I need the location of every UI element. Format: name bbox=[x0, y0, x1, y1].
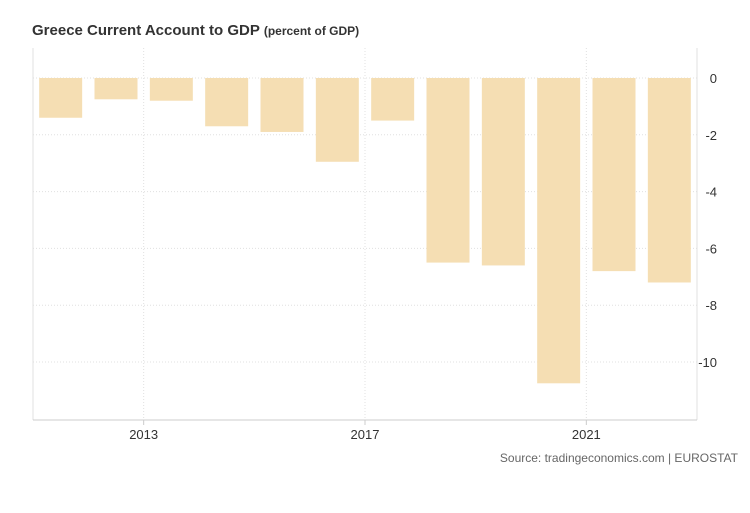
y-tick-label: 0 bbox=[710, 71, 717, 86]
y-tick-label: -2 bbox=[705, 128, 717, 143]
bar-2016 bbox=[260, 78, 304, 132]
y-axis: 0 -2 -4 -6 -8 -10 bbox=[698, 71, 717, 370]
x-tick-label: 2017 bbox=[351, 427, 380, 442]
bar-2020 bbox=[481, 78, 525, 266]
bar-2019 bbox=[426, 78, 470, 263]
y-tick-label: -6 bbox=[705, 241, 717, 256]
y-tick-label: -8 bbox=[705, 298, 717, 313]
bar-2014 bbox=[149, 78, 193, 101]
bar-2013 bbox=[94, 78, 138, 100]
x-tick-label: 2013 bbox=[129, 427, 158, 442]
chart-subtitle: (percent of GDP) bbox=[263, 24, 360, 38]
x-axis: 2013 2017 2021 bbox=[33, 419, 697, 442]
chart-title: Greece Current Account to GDP (percent of… bbox=[32, 22, 359, 39]
chart-title-text: Greece Current Account to GDP bbox=[32, 22, 260, 39]
bar-2022 bbox=[592, 78, 636, 272]
y-tick-label: -4 bbox=[705, 185, 717, 200]
bars bbox=[39, 78, 691, 384]
bar-2012 bbox=[39, 78, 83, 118]
bar-2018 bbox=[371, 78, 415, 121]
bar-2015 bbox=[205, 78, 249, 127]
y-tick-label: -10 bbox=[698, 355, 717, 370]
x-tick-label: 2021 bbox=[572, 427, 601, 442]
bar-2017 bbox=[315, 78, 359, 162]
bar-2021 bbox=[537, 78, 581, 384]
source-credit: Source: tradingeconomics.com | EUROSTAT bbox=[499, 451, 738, 465]
bar-2023 bbox=[647, 78, 691, 283]
grid-lines bbox=[32, 48, 698, 420]
